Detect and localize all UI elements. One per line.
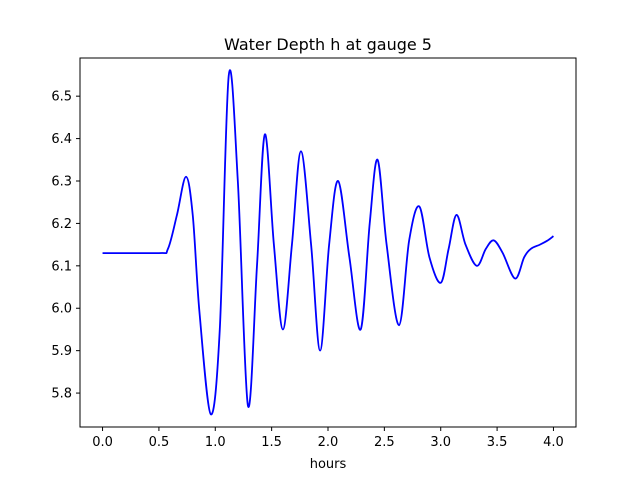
- series-line: [102, 69, 555, 416]
- y-axis: 5.8 5.9 6.0 6.1 6.2 6.3 6.4 6.5: [51, 90, 80, 402]
- x-axis: 0.0 0.5 1.0 1.5 2.0 2.5 3.0 3.5 4.0: [92, 427, 564, 450]
- x-tick-label: 2.5: [374, 435, 395, 450]
- x-tick-label: 4.0: [543, 435, 564, 450]
- y-tick-label: 6.1: [51, 259, 72, 274]
- x-tick-label: 3.5: [487, 435, 508, 450]
- x-axis-label: hours: [310, 457, 347, 472]
- x-tick-label: 0.0: [92, 435, 113, 450]
- y-tick-label: 5.9: [51, 344, 72, 359]
- y-tick-label: 5.8: [51, 387, 72, 402]
- x-tick-label: 0.5: [149, 435, 170, 450]
- chart-title: Water Depth h at gauge 5: [224, 35, 432, 54]
- x-tick-label: 3.0: [430, 435, 451, 450]
- x-tick-label: 1.5: [261, 435, 282, 450]
- y-tick-label: 6.4: [51, 132, 72, 147]
- y-tick-label: 6.3: [51, 175, 72, 190]
- x-tick-label: 2.0: [318, 435, 339, 450]
- x-tick-label: 1.0: [205, 435, 226, 450]
- y-tick-label: 6.5: [51, 90, 72, 105]
- y-tick-label: 6.0: [51, 302, 72, 317]
- y-tick-label: 6.2: [51, 217, 72, 232]
- plot-frame: [79, 57, 577, 428]
